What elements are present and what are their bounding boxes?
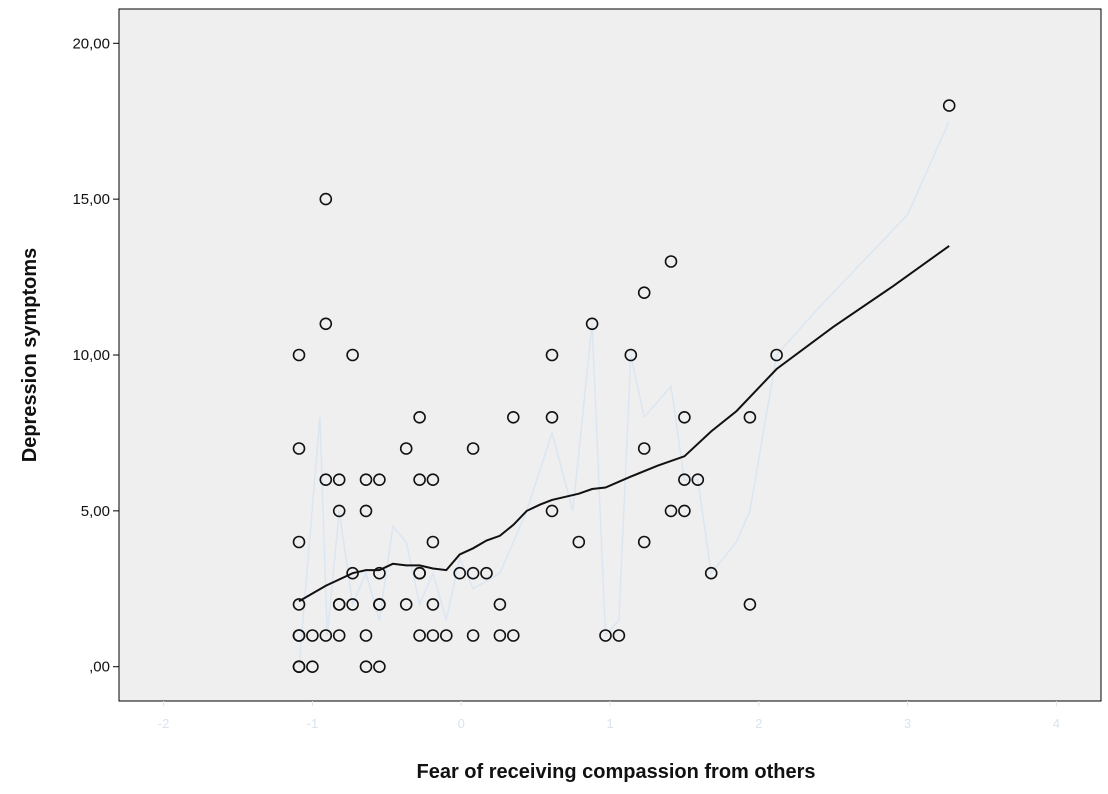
- data-point: [399, 598, 413, 611]
- faint-line-layer: [298, 120, 950, 667]
- data-point: [545, 410, 559, 424]
- data-point: [306, 660, 319, 674]
- x-tick-label: 4: [1053, 716, 1060, 731]
- data-point: [359, 473, 373, 487]
- data-point: [599, 629, 612, 642]
- x-tick-label: -2: [158, 716, 170, 731]
- data-point: [332, 504, 346, 518]
- x-tick-label: 3: [904, 716, 911, 731]
- data-point: [624, 348, 638, 362]
- data-point: [743, 410, 757, 424]
- data-point: [664, 255, 678, 268]
- x-axis-ticks: -2 -1 0 1 2 3 4: [158, 701, 1060, 731]
- data-point: [373, 598, 386, 611]
- data-point: [413, 629, 426, 642]
- data-point: [637, 442, 651, 455]
- data-point: [942, 99, 956, 112]
- data-point: [691, 473, 705, 487]
- data-point: [359, 660, 373, 674]
- data-point: [426, 535, 440, 549]
- y-tick-label: 20,00: [72, 35, 110, 52]
- data-point: [292, 348, 306, 362]
- data-point: [466, 566, 480, 580]
- data-point: [506, 629, 520, 642]
- data-point: [319, 192, 333, 206]
- data-point: [413, 473, 426, 487]
- data-point: [743, 598, 757, 611]
- data-point: [493, 629, 507, 642]
- data-point: [572, 535, 586, 549]
- x-tick-label: 1: [606, 716, 613, 731]
- data-point: [373, 660, 386, 674]
- y-axis-title: Depression symptoms: [19, 248, 41, 463]
- y-axis-ticks: ,00 5,00 10,00 15,00 20,00: [72, 35, 119, 676]
- y-tick-label: ,00: [89, 659, 110, 676]
- data-point: [332, 473, 346, 487]
- data-point: [332, 598, 346, 611]
- data-point: [545, 348, 559, 362]
- y-tick-label: 15,00: [72, 191, 110, 208]
- data-point: [292, 442, 306, 455]
- data-point: [292, 660, 306, 674]
- data-point: [413, 566, 426, 580]
- data-point: [704, 566, 718, 580]
- data-point: [359, 629, 373, 642]
- data-point: [545, 504, 559, 518]
- x-tick-label: 2: [755, 716, 762, 731]
- data-point: [373, 473, 386, 487]
- data-point: [292, 598, 306, 611]
- data-point: [678, 473, 691, 487]
- x-tick-label: -1: [307, 716, 319, 731]
- faint-line: [298, 120, 950, 667]
- data-point: [506, 410, 520, 424]
- data-point: [466, 629, 480, 642]
- data-point: [493, 598, 507, 611]
- data-point: [426, 629, 440, 642]
- data-point: [346, 598, 359, 611]
- x-axis-title: Fear of receiving compassion from others: [417, 761, 816, 783]
- data-point: [426, 598, 440, 611]
- data-point: [319, 629, 333, 642]
- data-point: [426, 473, 440, 487]
- data-point: [332, 629, 346, 642]
- data-point: [664, 504, 678, 518]
- data-point: [770, 348, 783, 362]
- y-tick-label: 10,00: [72, 347, 110, 364]
- data-point: [346, 348, 359, 362]
- data-point: [637, 286, 651, 300]
- y-tick-label: 5,00: [81, 503, 110, 520]
- data-point: [678, 504, 691, 518]
- data-point: [637, 535, 651, 549]
- x-tick-label: 0: [458, 716, 465, 731]
- data-point: [319, 317, 333, 331]
- data-point: [612, 629, 626, 642]
- data-point: [439, 629, 453, 642]
- data-point: [292, 629, 306, 642]
- data-point: [319, 473, 333, 487]
- data-point: [399, 442, 413, 455]
- data-point: [678, 410, 691, 424]
- data-points: [292, 99, 956, 674]
- data-point: [480, 566, 493, 580]
- data-point: [585, 317, 599, 331]
- data-point: [466, 442, 480, 455]
- fit-line: [298, 245, 950, 603]
- data-point: [413, 410, 426, 424]
- data-point: [292, 535, 306, 549]
- data-point: [346, 566, 359, 580]
- data-point: [453, 566, 467, 580]
- data-point: [373, 566, 386, 580]
- plot-area: [118, 8, 1102, 702]
- data-point: [306, 629, 319, 642]
- fit-line-layer: [298, 245, 950, 603]
- data-point: [359, 504, 373, 518]
